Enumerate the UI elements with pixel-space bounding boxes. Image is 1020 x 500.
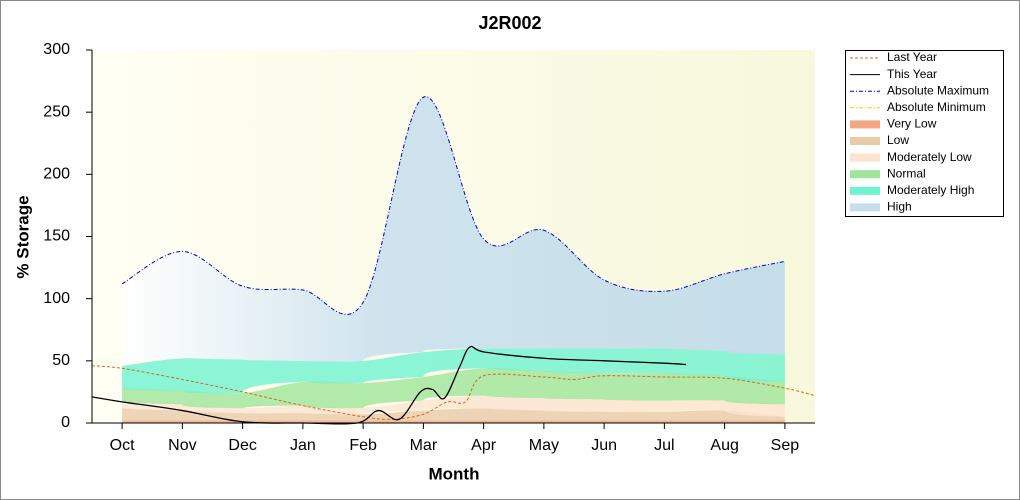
legend-label: Very Low <box>887 117 937 131</box>
y-tick-label: 250 <box>43 103 70 120</box>
y-tick-label: 0 <box>61 414 70 431</box>
chart-title: J2R002 <box>478 13 541 33</box>
legend-label: Low <box>887 133 909 147</box>
legend-swatch <box>850 170 880 179</box>
x-tick-label: Jan <box>290 437 316 454</box>
y-tick-label: 200 <box>43 166 70 183</box>
x-tick-label: Aug <box>710 437 738 454</box>
legend-swatch <box>850 203 880 212</box>
legend-label: Absolute Maximum <box>887 83 989 97</box>
legend-label: Absolute Minimum <box>887 100 986 114</box>
x-tick-label: Jun <box>591 437 617 454</box>
x-tick-label: Feb <box>349 437 377 454</box>
series-line <box>121 96 785 315</box>
x-tick-label: Dec <box>228 437 256 454</box>
x-tick-label: Sep <box>771 437 800 454</box>
legend-label: Moderately High <box>887 183 974 197</box>
x-tick-label: Apr <box>471 437 497 454</box>
x-tick-label: Mar <box>410 437 438 454</box>
x-axis-label: Month <box>429 464 480 483</box>
legend-label: Moderately Low <box>887 150 972 164</box>
y-tick-label: 50 <box>52 352 70 369</box>
legend-label: This Year <box>887 67 937 81</box>
x-tick-label: Nov <box>168 437 196 454</box>
y-tick-label: 100 <box>43 290 70 307</box>
band-area <box>122 368 785 409</box>
legend-swatch <box>850 137 880 145</box>
legend-label: Last Year <box>887 50 937 64</box>
legend-swatch <box>850 186 880 195</box>
y-tick-label: 150 <box>43 228 70 245</box>
legend-swatch <box>850 120 880 129</box>
series-line <box>91 345 687 425</box>
legend-swatch <box>850 153 880 162</box>
series-line <box>91 365 816 420</box>
x-tick-label: Oct <box>110 437 135 454</box>
x-tick-label: May <box>529 437 559 454</box>
band-area <box>122 96 785 366</box>
x-tick-label: Jul <box>654 437 674 454</box>
legend-label: High <box>887 200 912 214</box>
y-axis-label: % Storage <box>13 195 32 278</box>
legend-label: Normal <box>887 166 926 180</box>
band-area <box>122 408 785 421</box>
band-area <box>122 395 785 417</box>
band-area <box>122 348 785 394</box>
y-tick-label: 300 <box>43 41 70 58</box>
